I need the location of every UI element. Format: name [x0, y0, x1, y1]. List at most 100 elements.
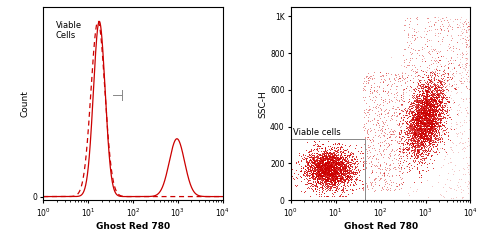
- Point: [321, 170, 328, 173]
- Point: [337, 184, 345, 188]
- Point: [321, 155, 329, 159]
- Point: [317, 168, 324, 172]
- Point: [427, 79, 435, 82]
- Point: [420, 96, 428, 100]
- Point: [319, 154, 326, 158]
- Point: [414, 162, 421, 165]
- Point: [407, 126, 415, 130]
- Point: [457, 190, 465, 194]
- Point: [303, 173, 311, 177]
- Point: [336, 176, 344, 180]
- Point: [331, 156, 338, 160]
- Point: [429, 153, 436, 157]
- Point: [408, 35, 416, 39]
- Point: [332, 176, 339, 180]
- Point: [463, 56, 471, 60]
- Point: [433, 101, 441, 105]
- Point: [421, 59, 429, 63]
- Point: [409, 93, 417, 97]
- Point: [412, 133, 420, 137]
- Point: [417, 109, 425, 112]
- Point: [318, 173, 326, 177]
- Point: [429, 73, 436, 77]
- Point: [435, 97, 443, 101]
- Point: [322, 166, 330, 170]
- Point: [423, 124, 431, 128]
- Point: [416, 113, 423, 117]
- Point: [409, 136, 417, 140]
- Point: [413, 120, 420, 124]
- Point: [428, 102, 435, 105]
- Point: [396, 150, 403, 154]
- Point: [315, 188, 323, 192]
- Point: [393, 167, 400, 171]
- Point: [440, 88, 448, 92]
- Point: [416, 138, 423, 142]
- Point: [410, 123, 418, 127]
- Point: [431, 69, 439, 73]
- Point: [427, 124, 434, 128]
- Point: [331, 141, 338, 145]
- Point: [381, 148, 388, 152]
- Point: [418, 135, 425, 139]
- Point: [467, 56, 474, 60]
- Point: [434, 121, 442, 125]
- Point: [444, 134, 452, 138]
- Point: [415, 128, 422, 132]
- Point: [423, 133, 431, 137]
- Point: [414, 81, 421, 85]
- Point: [314, 169, 322, 173]
- Point: [396, 129, 404, 133]
- Point: [307, 164, 315, 168]
- Point: [415, 118, 422, 122]
- Point: [324, 153, 332, 157]
- Point: [340, 172, 348, 175]
- Point: [414, 122, 422, 126]
- Point: [422, 102, 430, 106]
- Point: [425, 111, 432, 114]
- Point: [364, 135, 372, 139]
- Point: [415, 107, 423, 111]
- Point: [314, 174, 322, 178]
- Point: [395, 166, 403, 170]
- Point: [422, 120, 430, 124]
- Point: [416, 117, 423, 121]
- Point: [428, 119, 435, 122]
- Point: [327, 164, 335, 168]
- Point: [430, 92, 437, 96]
- Point: [418, 127, 425, 131]
- Point: [413, 99, 420, 103]
- Point: [394, 90, 401, 94]
- Point: [418, 118, 426, 122]
- Point: [405, 111, 413, 115]
- Point: [392, 84, 400, 88]
- Point: [436, 116, 444, 120]
- Point: [418, 141, 426, 145]
- Point: [404, 33, 411, 37]
- Point: [341, 173, 348, 177]
- Point: [420, 127, 428, 131]
- Point: [431, 92, 438, 95]
- Point: [388, 106, 396, 110]
- Point: [316, 173, 324, 176]
- Point: [328, 145, 336, 149]
- Point: [302, 157, 310, 161]
- Point: [415, 110, 423, 114]
- Point: [430, 97, 437, 101]
- Point: [321, 146, 329, 150]
- Point: [331, 178, 339, 182]
- Point: [437, 80, 445, 83]
- Point: [365, 71, 372, 75]
- Point: [318, 168, 325, 172]
- Point: [426, 103, 433, 107]
- Point: [428, 154, 435, 158]
- Point: [436, 17, 444, 21]
- Point: [415, 110, 422, 114]
- Point: [370, 163, 378, 167]
- Point: [309, 162, 317, 165]
- Point: [346, 171, 353, 175]
- Point: [380, 173, 387, 177]
- Point: [408, 118, 416, 122]
- Point: [415, 100, 423, 104]
- Point: [344, 174, 351, 178]
